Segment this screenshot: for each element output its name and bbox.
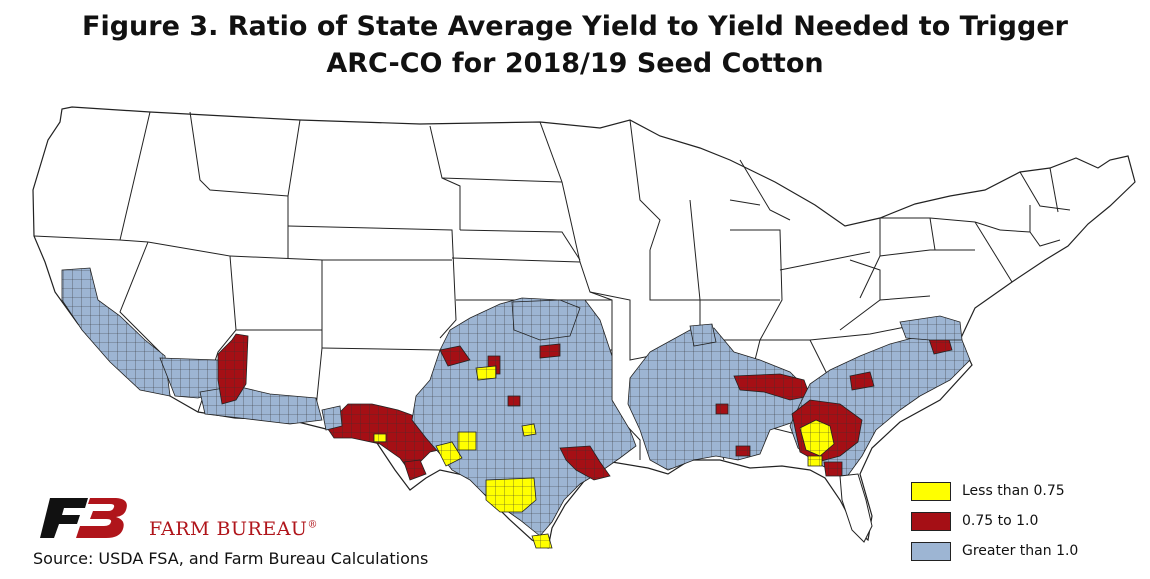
registered-mark: ®	[307, 519, 318, 531]
florida-peninsula	[839, 473, 873, 543]
map-legend: Less than 0.75 0.75 to 1.0 Greater than …	[908, 478, 1098, 568]
region-texas-yellow-2	[435, 441, 463, 467]
region-alabama-red-3	[735, 445, 751, 457]
state-borders	[33, 111, 1071, 461]
legend-label: Greater than 1.0	[962, 543, 1079, 559]
legend-label: 0.75 to 1.0	[962, 513, 1039, 529]
region-texas-red-5	[507, 395, 521, 407]
title-line-1: Figure 3. Ratio of State Average Yield t…	[82, 11, 1068, 42]
region-texas-yellow-4	[475, 365, 497, 381]
title-line-2: ARC-CO for 2018/19 Seed Cotton	[326, 48, 824, 79]
region-texas-yellow-5	[531, 533, 553, 549]
region-alabama-red	[733, 373, 811, 401]
page-title: Figure 3. Ratio of State Average Yield t…	[0, 8, 1150, 82]
region-texas-red-6	[559, 445, 611, 481]
region-kansas-blue	[511, 299, 581, 341]
region-texas-yellow-6	[373, 433, 387, 443]
region-texas-red-4	[539, 343, 561, 359]
legend-item-greater-than-1: Greater than 1.0	[908, 538, 1098, 568]
region-sc-red	[849, 371, 875, 391]
org-name-text: FARM BUREAU	[149, 518, 308, 540]
region-texas-yellow-1	[457, 431, 477, 451]
legend-swatch-blue	[911, 542, 951, 561]
region-arizona-red	[217, 333, 249, 405]
region-fl-red	[823, 461, 843, 477]
region-texas-red-1	[439, 345, 471, 367]
region-nm-blue	[321, 405, 343, 431]
region-texas-red-7	[403, 459, 427, 481]
region-texas-yellow-7	[521, 423, 537, 437]
legend-swatch-yellow	[911, 482, 951, 501]
region-missouri-blue	[689, 323, 717, 347]
region-alabama-red-2	[715, 403, 729, 415]
legend-swatch-red	[911, 512, 951, 531]
legend-item-less-than-075: Less than 0.75	[908, 478, 1098, 508]
source-note: Source: USDA FSA, and Farm Bureau Calcul…	[33, 549, 429, 568]
region-georgia-yellow	[799, 419, 835, 457]
region-midsouth-blue	[627, 327, 809, 471]
legend-item-075-to-1: 0.75 to 1.0	[908, 508, 1098, 538]
region-georgia-yellow-2	[807, 455, 823, 467]
region-virginia-blue	[899, 315, 963, 341]
org-name: FARM BUREAU®	[149, 518, 318, 540]
region-texas-yellow-3	[485, 477, 537, 513]
legend-label: Less than 0.75	[962, 483, 1065, 499]
farm-bureau-logo-icon	[40, 498, 127, 538]
